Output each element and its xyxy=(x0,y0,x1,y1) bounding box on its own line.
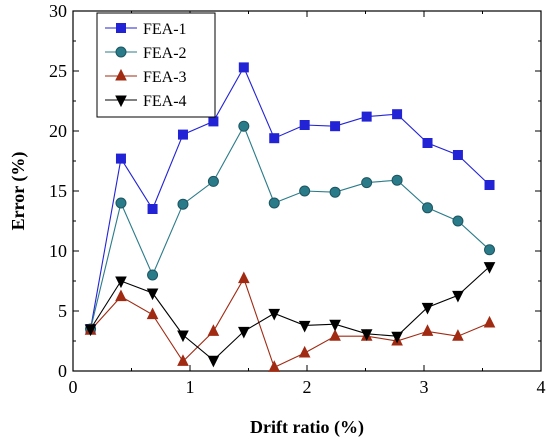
data-point xyxy=(146,288,159,301)
series-line xyxy=(90,124,490,330)
data-point xyxy=(452,290,464,303)
data-point xyxy=(392,109,403,120)
data-point xyxy=(238,326,250,339)
data-point xyxy=(268,360,281,372)
data-point xyxy=(452,150,463,160)
legend-marker xyxy=(115,68,127,81)
series-fea-3 xyxy=(84,271,496,372)
data-point xyxy=(360,329,373,341)
legend-label: FEA-4 xyxy=(143,93,187,110)
data-point xyxy=(298,345,311,358)
data-point xyxy=(422,138,433,148)
y-tick-label: 10 xyxy=(49,241,67,261)
legend-marker xyxy=(116,23,126,33)
legend-marker xyxy=(115,46,127,58)
plot-area xyxy=(84,62,496,372)
data-point xyxy=(329,186,341,198)
y-axis-title: Error (%) xyxy=(8,152,29,231)
y-tick-label: 20 xyxy=(49,121,67,141)
y-tick-label: 0 xyxy=(58,361,67,381)
y-tick-label: 30 xyxy=(49,1,67,21)
data-point xyxy=(207,355,220,368)
data-point xyxy=(484,180,495,190)
data-point xyxy=(298,320,311,333)
x-tick-label: 2 xyxy=(303,377,312,397)
legend-entry: FEA-3 xyxy=(105,68,187,86)
data-point xyxy=(361,111,372,122)
data-point xyxy=(361,177,373,189)
data-point xyxy=(299,120,310,130)
data-point xyxy=(115,289,127,302)
data-point xyxy=(115,197,127,209)
data-point xyxy=(177,129,188,140)
data-point xyxy=(421,324,434,336)
data-point xyxy=(421,302,434,315)
x-tick-label: 3 xyxy=(420,377,429,397)
data-point xyxy=(452,215,464,227)
data-point xyxy=(299,185,311,197)
data-point xyxy=(269,133,280,144)
data-point xyxy=(422,202,434,214)
data-point xyxy=(146,307,159,320)
legend-entry: FEA-4 xyxy=(105,93,187,110)
series-line xyxy=(90,66,490,330)
data-point xyxy=(330,121,341,132)
data-point xyxy=(238,271,250,284)
data-point xyxy=(147,269,159,281)
y-tick-label: 15 xyxy=(49,181,67,201)
data-point xyxy=(329,319,341,332)
data-point xyxy=(208,116,219,127)
series-line xyxy=(90,266,490,361)
data-point xyxy=(483,262,496,274)
data-point xyxy=(484,244,496,256)
data-point xyxy=(207,324,220,336)
axes: 0 1 2 3 4 0 5 10 15 20 25 30 xyxy=(49,1,546,397)
legend-entry: FEA-2 xyxy=(105,45,187,62)
series-fea-2 xyxy=(85,120,496,335)
y-tick-label: 5 xyxy=(58,301,67,321)
data-point xyxy=(329,329,341,341)
data-point xyxy=(238,120,250,132)
legend-label: FEA-2 xyxy=(143,45,187,62)
data-point xyxy=(483,315,496,328)
series-fea-4 xyxy=(84,262,496,368)
data-point xyxy=(238,62,249,73)
data-point xyxy=(177,198,189,210)
data-point xyxy=(391,331,403,344)
series-fea-1 xyxy=(85,62,495,334)
x-axis-title: Drift ratio (%) xyxy=(250,417,364,438)
legend-label: FEA-3 xyxy=(143,69,187,86)
x-tick-label: 0 xyxy=(69,377,78,397)
data-point xyxy=(177,330,189,343)
data-point xyxy=(84,324,97,337)
data-point xyxy=(452,329,464,341)
data-point xyxy=(147,204,158,214)
y-tick-label: 25 xyxy=(49,61,67,81)
legend-marker xyxy=(115,95,127,108)
x-tick-label: 1 xyxy=(186,377,195,397)
data-point xyxy=(268,308,281,321)
data-point xyxy=(268,197,280,209)
x-tick-label: 4 xyxy=(537,377,546,397)
data-point xyxy=(391,174,403,186)
legend: FEA-1 FEA-2 FEA-3 FEA-4 xyxy=(96,12,216,118)
data-point xyxy=(177,354,189,366)
data-point xyxy=(115,276,127,289)
legend-entry: FEA-1 xyxy=(105,21,187,38)
data-point xyxy=(207,175,219,187)
data-point xyxy=(115,153,126,164)
series-line xyxy=(90,277,490,369)
legend-label: FEA-1 xyxy=(143,21,187,38)
